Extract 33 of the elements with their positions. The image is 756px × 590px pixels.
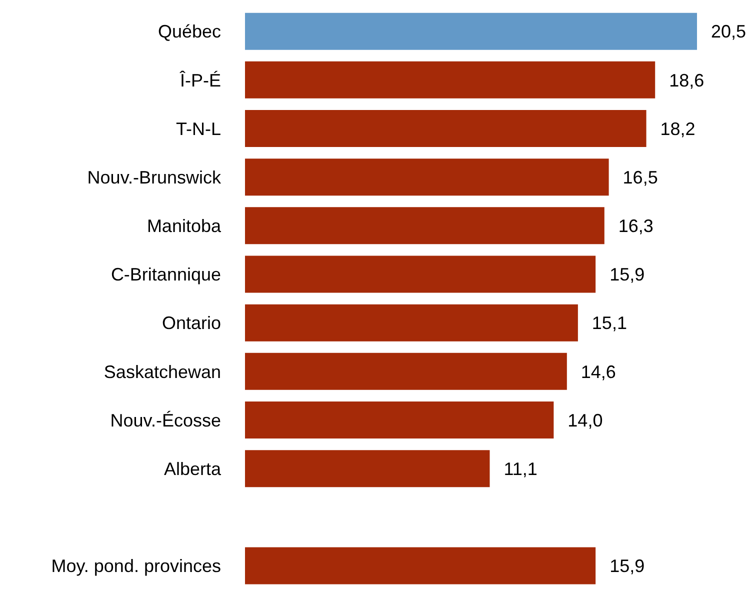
y-tick-label: Québec — [158, 22, 221, 42]
bar — [245, 207, 604, 244]
data-label: 18,2 — [660, 118, 696, 139]
y-tick-label: C-Britannique — [110, 264, 221, 285]
bar — [245, 352, 567, 390]
y-tick-label: Nouv.-Écosse — [110, 410, 221, 430]
bar — [245, 110, 646, 147]
y-tick-label: Î-P-É — [178, 70, 221, 90]
bar — [245, 61, 656, 98]
y-tick-label: Manitoba — [146, 216, 222, 236]
data-label: 16,3 — [618, 216, 654, 236]
data-label: 15,9 — [610, 556, 645, 576]
bar — [245, 547, 596, 584]
y-tick-label: Alberta — [164, 458, 222, 479]
y-tick-label: Moy. pond. provinces — [51, 556, 221, 576]
data-label: 14,6 — [580, 362, 616, 382]
bar — [245, 401, 554, 438]
bar — [245, 12, 697, 50]
bar — [245, 158, 609, 196]
bar — [245, 450, 490, 488]
y-tick-label: Ontario — [162, 313, 221, 334]
data-label: 16,5 — [622, 167, 658, 188]
y-tick-label: Saskatchewan — [104, 362, 221, 382]
data-label: 14,0 — [568, 410, 603, 430]
data-label: 15,1 — [592, 313, 627, 334]
data-label: 20,5 — [711, 22, 746, 42]
bar — [245, 304, 578, 342]
data-label: 18,6 — [669, 70, 704, 90]
bar — [245, 256, 596, 293]
data-label: 15,9 — [610, 264, 645, 285]
y-tick-label: T-N-L — [176, 118, 221, 139]
data-label: 11,1 — [504, 458, 538, 479]
y-tick-label: Nouv.-Brunswick — [87, 167, 222, 188]
